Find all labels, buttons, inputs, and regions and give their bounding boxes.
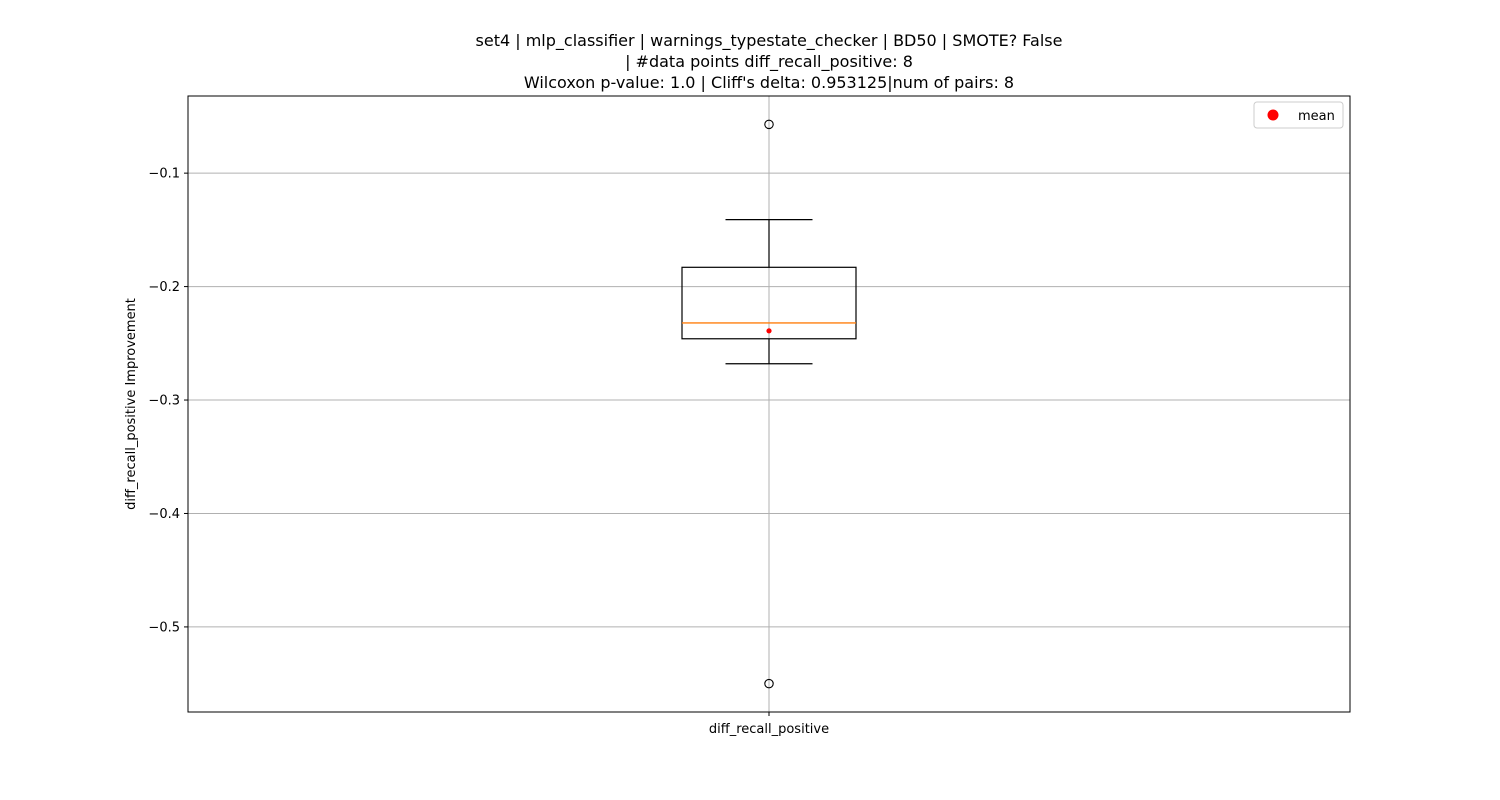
x-axis-ticks: diff_recall_positive (709, 712, 829, 737)
outlier-point (764, 119, 774, 130)
y-tick-label: −0.4 (148, 507, 180, 522)
legend: mean (1253, 101, 1344, 129)
y-tick-label: −0.5 (148, 620, 180, 635)
chart-title-line-3: Wilcoxon p-value: 1.0 | Cliff's delta: 0… (524, 73, 1014, 92)
chart-title-line-2: | #data points diff_recall_positive: 8 (625, 52, 913, 72)
legend-box (1253, 101, 1344, 129)
y-tick-label: −0.2 (148, 280, 180, 295)
legend-mean-marker (1267, 109, 1279, 121)
legend-mean-label: mean (1298, 109, 1335, 124)
outlier-point (764, 678, 774, 689)
y-tick-label: −0.3 (148, 394, 180, 409)
iqr-box (681, 266, 857, 340)
chart-title-line-1: set4 | mlp_classifier | warnings_typesta… (476, 31, 1063, 51)
y-tick-label: −0.1 (148, 167, 180, 182)
y-axis-ticks: −0.1 −0.2 −0.3 −0.4 −0.5 (148, 167, 188, 635)
box-group (681, 119, 857, 689)
x-tick-label: diff_recall_positive (709, 722, 829, 737)
y-axis-label: diff_recall_positive Improvement (124, 298, 139, 510)
mean-marker (766, 328, 772, 334)
grid-lines (188, 96, 1350, 712)
